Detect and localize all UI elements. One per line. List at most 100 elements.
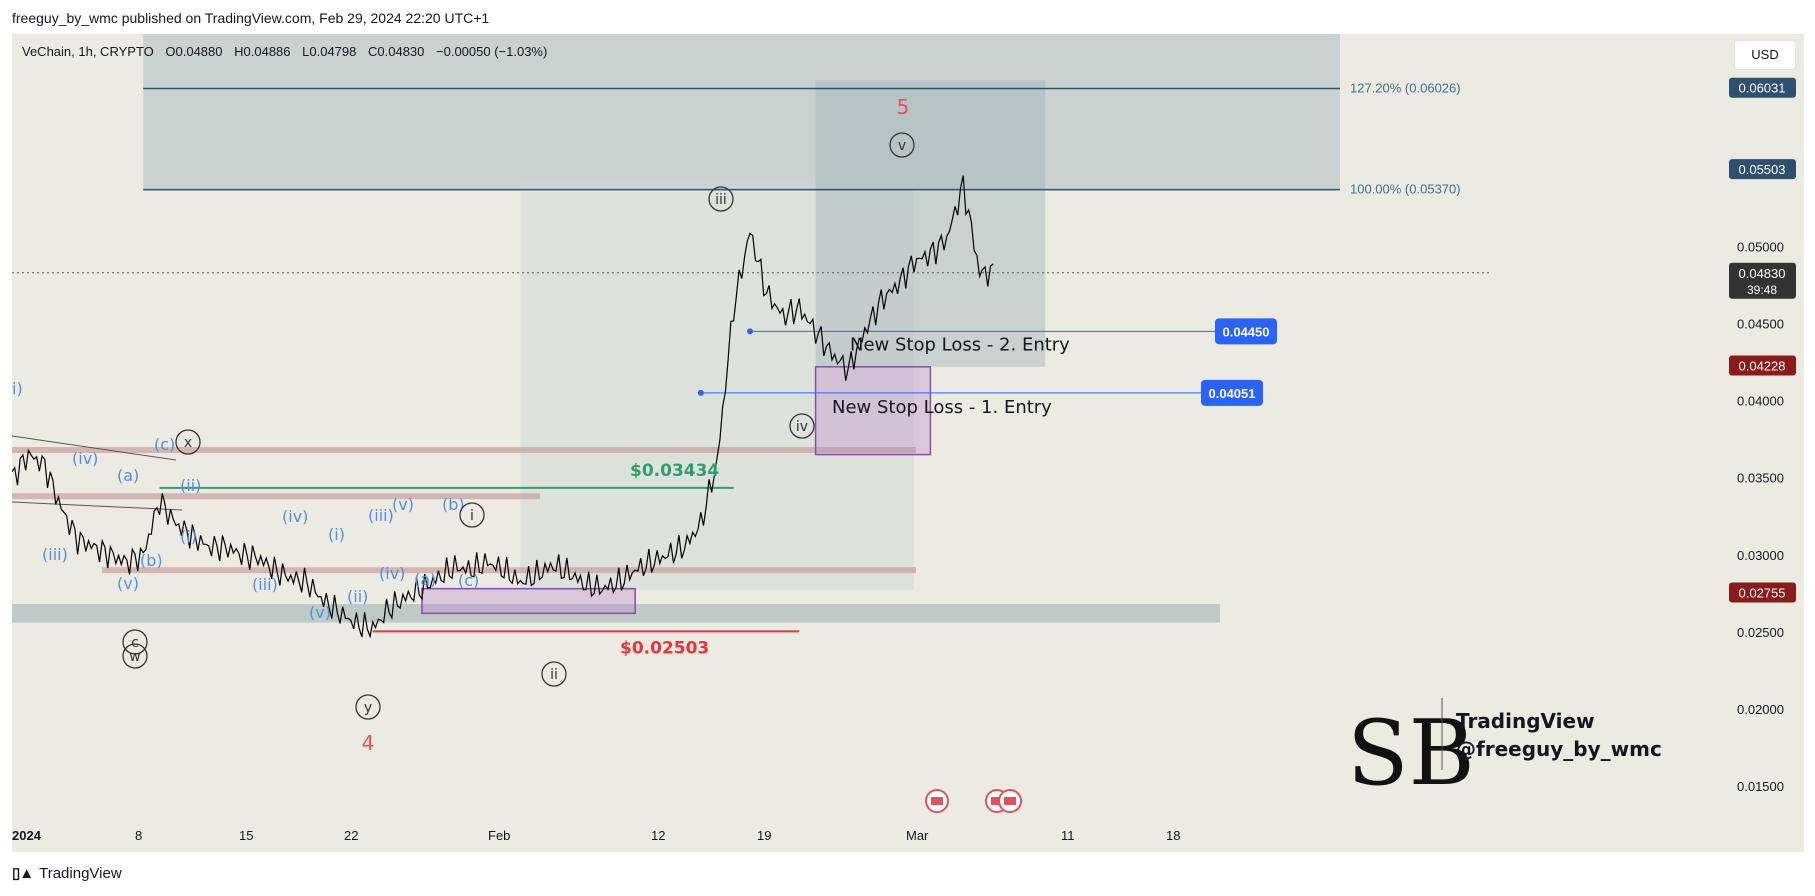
x-tick-5: 12	[651, 828, 665, 843]
x-tick-3: 22	[344, 828, 358, 843]
wave-label-blue-11: (iii)	[252, 575, 278, 594]
wave-label-blue-18: (b)	[442, 495, 465, 514]
trend-line-lower	[12, 501, 183, 511]
wave-label-circled-1: i	[470, 508, 474, 524]
currency-button[interactable]: USD	[1734, 40, 1796, 70]
lines-layer	[12, 87, 1492, 633]
wave-label-circled-5: v	[898, 138, 906, 154]
watermark-logo-mark: SB	[1347, 701, 1475, 806]
x-tick-8: 11	[1061, 828, 1075, 843]
legend-high: H0.04886	[234, 44, 291, 59]
y-tick-6: 0.02000	[1737, 702, 1784, 717]
green-level-label: $0.03434	[630, 461, 719, 481]
legend-line: VeChain, 1h, CRYPTO O0.04880 H0.04886 L0…	[22, 44, 555, 59]
wave-circle-1	[459, 502, 485, 528]
wave-circle-4	[789, 413, 815, 439]
wave-label-circled-8: w	[129, 649, 140, 665]
y-tick-5: 0.02500	[1737, 625, 1784, 640]
wave-circle-6	[355, 694, 381, 720]
legend-close: C0.04830	[368, 44, 425, 59]
x-tick-0: 2024	[12, 828, 42, 843]
entry-annotation-0: New Stop Loss - 2. Entry	[850, 334, 1070, 355]
wave-label-circled-3: iii	[715, 192, 727, 208]
wave-circle-0	[175, 429, 201, 455]
y-tick-2: 0.04000	[1737, 394, 1784, 409]
red-level-label: $0.02503	[620, 638, 709, 658]
wave-label-blue-0: i)	[12, 379, 23, 398]
price-chart[interactable]: 127.20% (0.06026) 100.00% (0.05370) 0.0445…	[12, 34, 1804, 852]
legend-low: L0.04798	[302, 44, 357, 59]
publish-caption: freeguy_by_wmc published on TradingView.…	[12, 10, 490, 26]
wave-label-blue-10: (i)	[328, 525, 345, 544]
y-tick-3: 0.03500	[1737, 471, 1784, 486]
price-tag-4: 0.02755	[1739, 586, 1786, 601]
wave-circle-8	[122, 643, 148, 669]
legend-symbol: VeChain, 1h, CRYPTO	[22, 44, 154, 59]
footer-brand-label: TradingView	[39, 864, 122, 882]
x-tick-1: 8	[135, 828, 142, 843]
wave-label-circled-7: c	[131, 635, 139, 651]
wave-label-circled-4: iv	[796, 419, 808, 435]
wave-v-box	[815, 80, 1046, 367]
resistance-bar-2	[102, 567, 916, 574]
us-flag-stripe-0	[931, 797, 943, 805]
entry-tag-1: 0.04051	[1209, 386, 1256, 401]
wave-label-blue-15: (iv)	[379, 564, 405, 583]
price-tag-0: 0.06031	[1739, 81, 1786, 96]
tradingview-logo-icon: ▯▲	[12, 865, 34, 882]
watermark-line2: @freeguy_by_wmc	[1456, 737, 1662, 761]
x-tick-9: 18	[1166, 828, 1180, 843]
footer-brand[interactable]: ▯▲ TradingView	[12, 864, 122, 883]
y-tick-4: 0.03000	[1737, 548, 1784, 563]
wave-label-blue-9: (iv)	[282, 507, 308, 526]
x-tick-6: 19	[757, 828, 771, 843]
price-tag-bg-1	[1729, 159, 1796, 180]
wave-label-red-0: 5	[897, 95, 910, 119]
wave-label-blue-19: (v)	[309, 603, 331, 622]
wave-label-blue-14: (ii)	[347, 587, 368, 606]
entry-tag-0: 0.04450	[1223, 324, 1270, 339]
chart-area[interactable]: 127.20% (0.06026) 100.00% (0.05370) 0.0445…	[12, 34, 1804, 852]
resistance-bar-1	[12, 493, 540, 500]
y-tick-0: 0.05000	[1737, 240, 1784, 255]
x-tick-7: Mar	[906, 828, 929, 843]
x-tick-2: 15	[239, 828, 253, 843]
wave-label-blue-1: (iv)	[72, 449, 98, 468]
price-tag-sub-2: 39:48	[1747, 283, 1777, 297]
wave-label-blue-13: (iii)	[368, 506, 394, 525]
wave-label-blue-2: (c)	[154, 435, 175, 454]
entry-tag-bg-0	[1215, 318, 1277, 345]
wave-label-blue-12: (v)	[392, 495, 414, 514]
wave-label-circled-2: ii	[550, 667, 558, 683]
price-line	[12, 175, 994, 639]
wave-label-blue-4: (ii)	[180, 476, 201, 495]
trend-line-upper	[12, 435, 177, 461]
price-tag-bg-3	[1729, 355, 1796, 376]
us-flag-stripe-1	[991, 797, 1003, 805]
us-flag-stripe-2	[1004, 797, 1016, 805]
fib-label-0: 127.20% (0.06026)	[1350, 81, 1461, 96]
price-tag-3: 0.04228	[1739, 359, 1786, 374]
price-layer	[12, 175, 994, 639]
purple-zone-upper	[814, 366, 932, 456]
wave-label-red-1: 4	[362, 731, 375, 755]
entry-dot-0	[747, 328, 753, 335]
entry-dot-1	[697, 389, 704, 396]
wave-circle-5	[889, 132, 915, 158]
wave-label-blue-16: (a)	[414, 570, 436, 589]
price-tag-bg-4	[1729, 582, 1796, 603]
fib-label-1: 100.00% (0.05370)	[1350, 182, 1461, 197]
wave-label-blue-8: (v)	[117, 574, 139, 593]
entry-tag-bg-1	[1201, 379, 1263, 406]
price-tag-bg-2	[1729, 262, 1796, 299]
price-tag-bg-0	[1729, 77, 1796, 98]
entry-annotation-1: New Stop Loss - 1. Entry	[832, 397, 1052, 418]
price-tag-1: 0.05503	[1739, 162, 1786, 177]
wave-label-blue-3: (a)	[117, 466, 139, 485]
labels-layer: 127.20% (0.06026) 100.00% (0.05370) 0.0445…	[12, 81, 1662, 806]
wave-label-circled-6: y	[364, 700, 372, 716]
y-tick-1: 0.04500	[1737, 317, 1784, 332]
y-tick-7: 0.01500	[1737, 779, 1784, 794]
wave-label-blue-5: (iii)	[42, 545, 68, 564]
wave-label-circled-0: x	[184, 435, 192, 451]
